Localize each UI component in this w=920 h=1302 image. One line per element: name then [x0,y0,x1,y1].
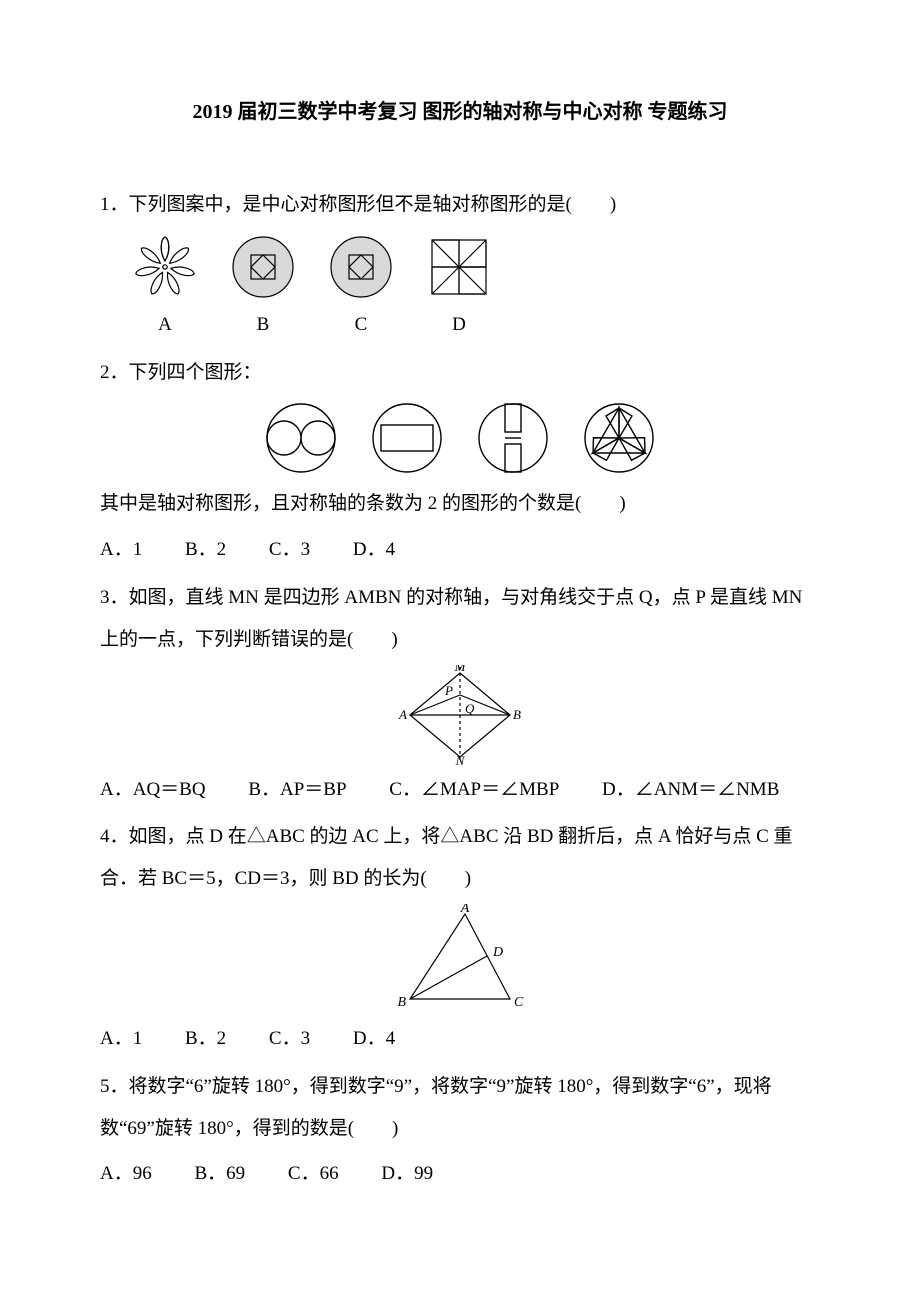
q3-label-a: A [398,707,407,722]
q1-label-c: C [326,304,396,346]
q5-opt-c: C．66 [288,1153,339,1195]
q4-opt-b: B．2 [185,1018,226,1060]
q4-label-b: B [397,995,406,1010]
q4-opt-d: D．4 [353,1018,395,1060]
q3-opt-b: B．AP＝BP [248,769,346,811]
q3-figure: M A B N P Q [395,665,525,765]
q3-opt-c: C．∠MAP＝∠MBP [389,769,559,811]
q2-opt-d: D．4 [353,529,395,571]
q1-fig-a [130,232,200,302]
q3-options: A．AQ＝BQ B．AP＝BP C．∠MAP＝∠MBP D．∠ANM＝∠NMB [100,769,820,811]
q2-options: A．1 B．2 C．3 D．4 [100,529,820,571]
q1-fig-b [228,232,298,302]
q2-fig-1 [262,399,340,477]
q4-label-c: C [514,995,524,1010]
q4-label-a: A [460,904,470,916]
q2-stem-a: 2．下列四个图形： [100,352,820,394]
q5-opt-a: A．96 [100,1153,152,1195]
q3-label-b: B [513,707,521,722]
q4-label-d: D [492,945,503,960]
q1-fig-c [326,232,396,302]
q2-fig-3 [474,399,552,477]
q1-figures: A B C [130,232,820,346]
q3-label-n: N [455,753,466,765]
q2-figures [100,399,820,477]
q4-opt-c: C．3 [269,1018,310,1060]
q2-fig-2 [368,399,446,477]
q3-opt-d: D．∠ANM＝∠NMB [602,769,779,811]
q3-label-p: P [444,683,453,698]
q1-label-b: B [228,304,298,346]
q5-stem: 5．将数字“6”旋转 180°，得到数字“9”，将数字“9”旋转 180°，得到… [100,1066,820,1150]
q2-opt-b: B．2 [185,529,226,571]
q4-opt-a: A．1 [100,1018,142,1060]
q1-stem: 1．下列图案中，是中心对称图形但不是轴对称图形的是( ) [100,184,820,226]
q2-fig-4 [580,399,658,477]
q4-stem: 4．如图，点 D 在△ABC 的边 AC 上，将△ABC 沿 BD 翻折后，点 … [100,816,820,900]
q3-opt-a: A．AQ＝BQ [100,769,206,811]
page-title: 2019 届初三数学中考复习 图形的轴对称与中心对称 专题练习 [100,90,820,134]
q5-options: A．96 B．69 C．66 D．99 [100,1153,820,1195]
q3-stem: 3．如图，直线 MN 是四边形 AMBN 的对称轴，与对角线交于点 Q，点 P … [100,577,820,661]
q4-options: A．1 B．2 C．3 D．4 [100,1018,820,1060]
q5-opt-b: B．69 [194,1153,245,1195]
q2-stem-b: 其中是轴对称图形，且对称轴的条数为 2 的图形的个数是( ) [100,483,820,525]
q5-opt-d: D．99 [381,1153,433,1195]
q2-opt-c: C．3 [269,529,310,571]
q2-opt-a: A．1 [100,529,142,571]
q4-figure: A B C D [390,904,530,1014]
q3-label-q: Q [465,701,475,716]
q1-fig-d [424,232,494,302]
q3-label-m: M [454,665,467,674]
q1-label-d: D [424,304,494,346]
q1-label-a: A [130,304,200,346]
